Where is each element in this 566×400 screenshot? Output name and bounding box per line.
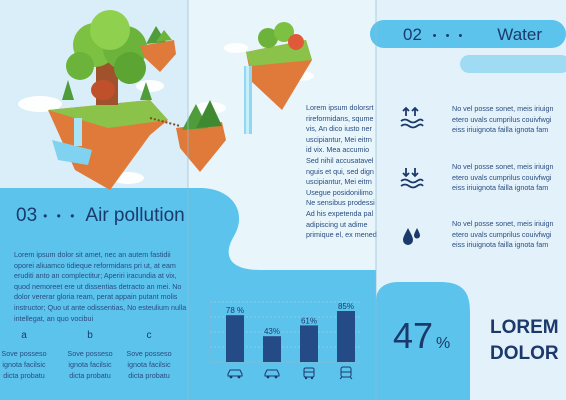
- fold-line: [187, 0, 189, 400]
- text-line: Ad his expetenda pal: [306, 208, 374, 218]
- water-level-down-icon: [400, 168, 424, 189]
- air-paragraph: Lorem ipsum dolor sit amet, nec an autem…: [14, 250, 187, 323]
- column-line: Sove posseso: [67, 349, 113, 358]
- column-line: dicta probatu: [128, 371, 170, 380]
- text-line: eiss iriuignota failla ignota fam: [452, 240, 549, 250]
- train-icon: [339, 366, 353, 380]
- text-line: primique el, ex mened: [306, 230, 377, 240]
- text-line: adipiscing ut adime: [306, 219, 368, 229]
- text-line: nguis et qui, sed dign: [306, 166, 374, 176]
- text-line: uscipiantur, Mei eitrn: [306, 177, 372, 187]
- floating-islands-illustration: [18, 10, 314, 190]
- section-number: 02: [403, 25, 422, 44]
- water-drops-icon: [403, 228, 420, 245]
- bar: [337, 311, 355, 362]
- percentage-value: 47: [393, 315, 434, 356]
- big-percentage: 47%: [393, 315, 450, 357]
- air-pollution-heading: 03 • • • Air pollution: [16, 205, 185, 227]
- bar: [300, 325, 318, 362]
- column-label-b: b: [87, 330, 93, 341]
- text-line: etero uvals cumprilus couivfwgi: [452, 229, 552, 239]
- text-line: rireformidans, squme: [306, 113, 374, 123]
- text-line: vis, An dico iusto ner: [306, 124, 372, 134]
- water-heading: 02 • • • Water: [403, 25, 548, 45]
- text-line: No vel posse sonet, meis iriuign: [452, 219, 554, 228]
- dots-separator: • • •: [43, 208, 78, 223]
- label-line-1: LOREM: [490, 317, 559, 338]
- section-number: 03: [16, 205, 38, 226]
- percentage-unit: %: [436, 335, 451, 352]
- text-line: No vel posse sonet, meis iriuign: [452, 104, 554, 113]
- column-line: Sove posseso: [126, 349, 172, 358]
- column-line: ignota facilsic: [68, 360, 112, 369]
- column-line: ignota facilsic: [2, 360, 46, 369]
- bar-value-label: 78 %: [226, 306, 244, 315]
- lorem-dolor-label: LOREM DOLOR: [490, 315, 559, 367]
- water-item-3-text: No vel posse sonet, meis iriuign etero u…: [452, 219, 562, 251]
- bar: [226, 315, 244, 362]
- bus-icon: [303, 367, 315, 380]
- text-line: Usegue posidonilimo: [306, 187, 373, 197]
- bar-chart: 78 % 43% 61% 85%: [209, 300, 360, 380]
- text-line: eiss iriuignota failla ignota fam: [452, 183, 549, 193]
- column-text-c: Sove posseso ignota facilsic dicta proba…: [119, 348, 179, 381]
- car-icon: [227, 369, 243, 379]
- column-label-c: c: [146, 330, 152, 341]
- text-line: etero uvals cumprilus couivfwgi: [452, 172, 552, 182]
- water-level-up-icon: [400, 106, 424, 129]
- text-line: uscipiantur, Mei eitrn: [306, 134, 372, 144]
- text-line: etero uvals cumprilus couivfwgi: [452, 114, 552, 124]
- column-line: dicta probatu: [3, 371, 45, 380]
- section-title: Water: [497, 25, 542, 44]
- column-label-a: a: [21, 330, 27, 341]
- column-text-b: Sove posseso ignota facilsic dicta proba…: [60, 348, 120, 381]
- bar-value-label: 43%: [264, 327, 280, 336]
- bar-value-label: 85%: [338, 302, 354, 311]
- text-line: Sed nihil accusatavel: [306, 155, 374, 165]
- section-title: Air pollution: [85, 205, 185, 226]
- dots-separator: • • •: [432, 29, 466, 42]
- column-text-a: Sove posseso ignota facilsic dicta proba…: [0, 348, 54, 381]
- label-line-2: DOLOR: [490, 343, 559, 364]
- middle-paragraph: Lorem ipsum dolorsrt rireformidans, squm…: [306, 103, 384, 241]
- bar: [263, 336, 281, 362]
- water-item-2-text: No vel posse sonet, meis iriuign etero u…: [452, 162, 562, 194]
- bar-value-label: 61%: [301, 316, 317, 325]
- column-line: ignota facilsic: [127, 360, 171, 369]
- text-line: Lorem ipsum dolorsrt: [306, 103, 374, 112]
- fold-line: [375, 0, 377, 400]
- text-line: id vix. Mea accumio: [306, 145, 370, 155]
- column-line: Sove posseso: [1, 349, 47, 358]
- text-line: eiss iriuignota failla ignota fam: [452, 125, 549, 135]
- column-line: dicta probatu: [69, 371, 111, 380]
- text-line: Ne sensibus prodessi: [306, 198, 375, 208]
- text-line: No vel posse sonet, meis iriuign: [452, 162, 554, 171]
- water-item-1-text: No vel posse sonet, meis iriuign etero u…: [452, 104, 562, 136]
- car-icon: [264, 369, 280, 379]
